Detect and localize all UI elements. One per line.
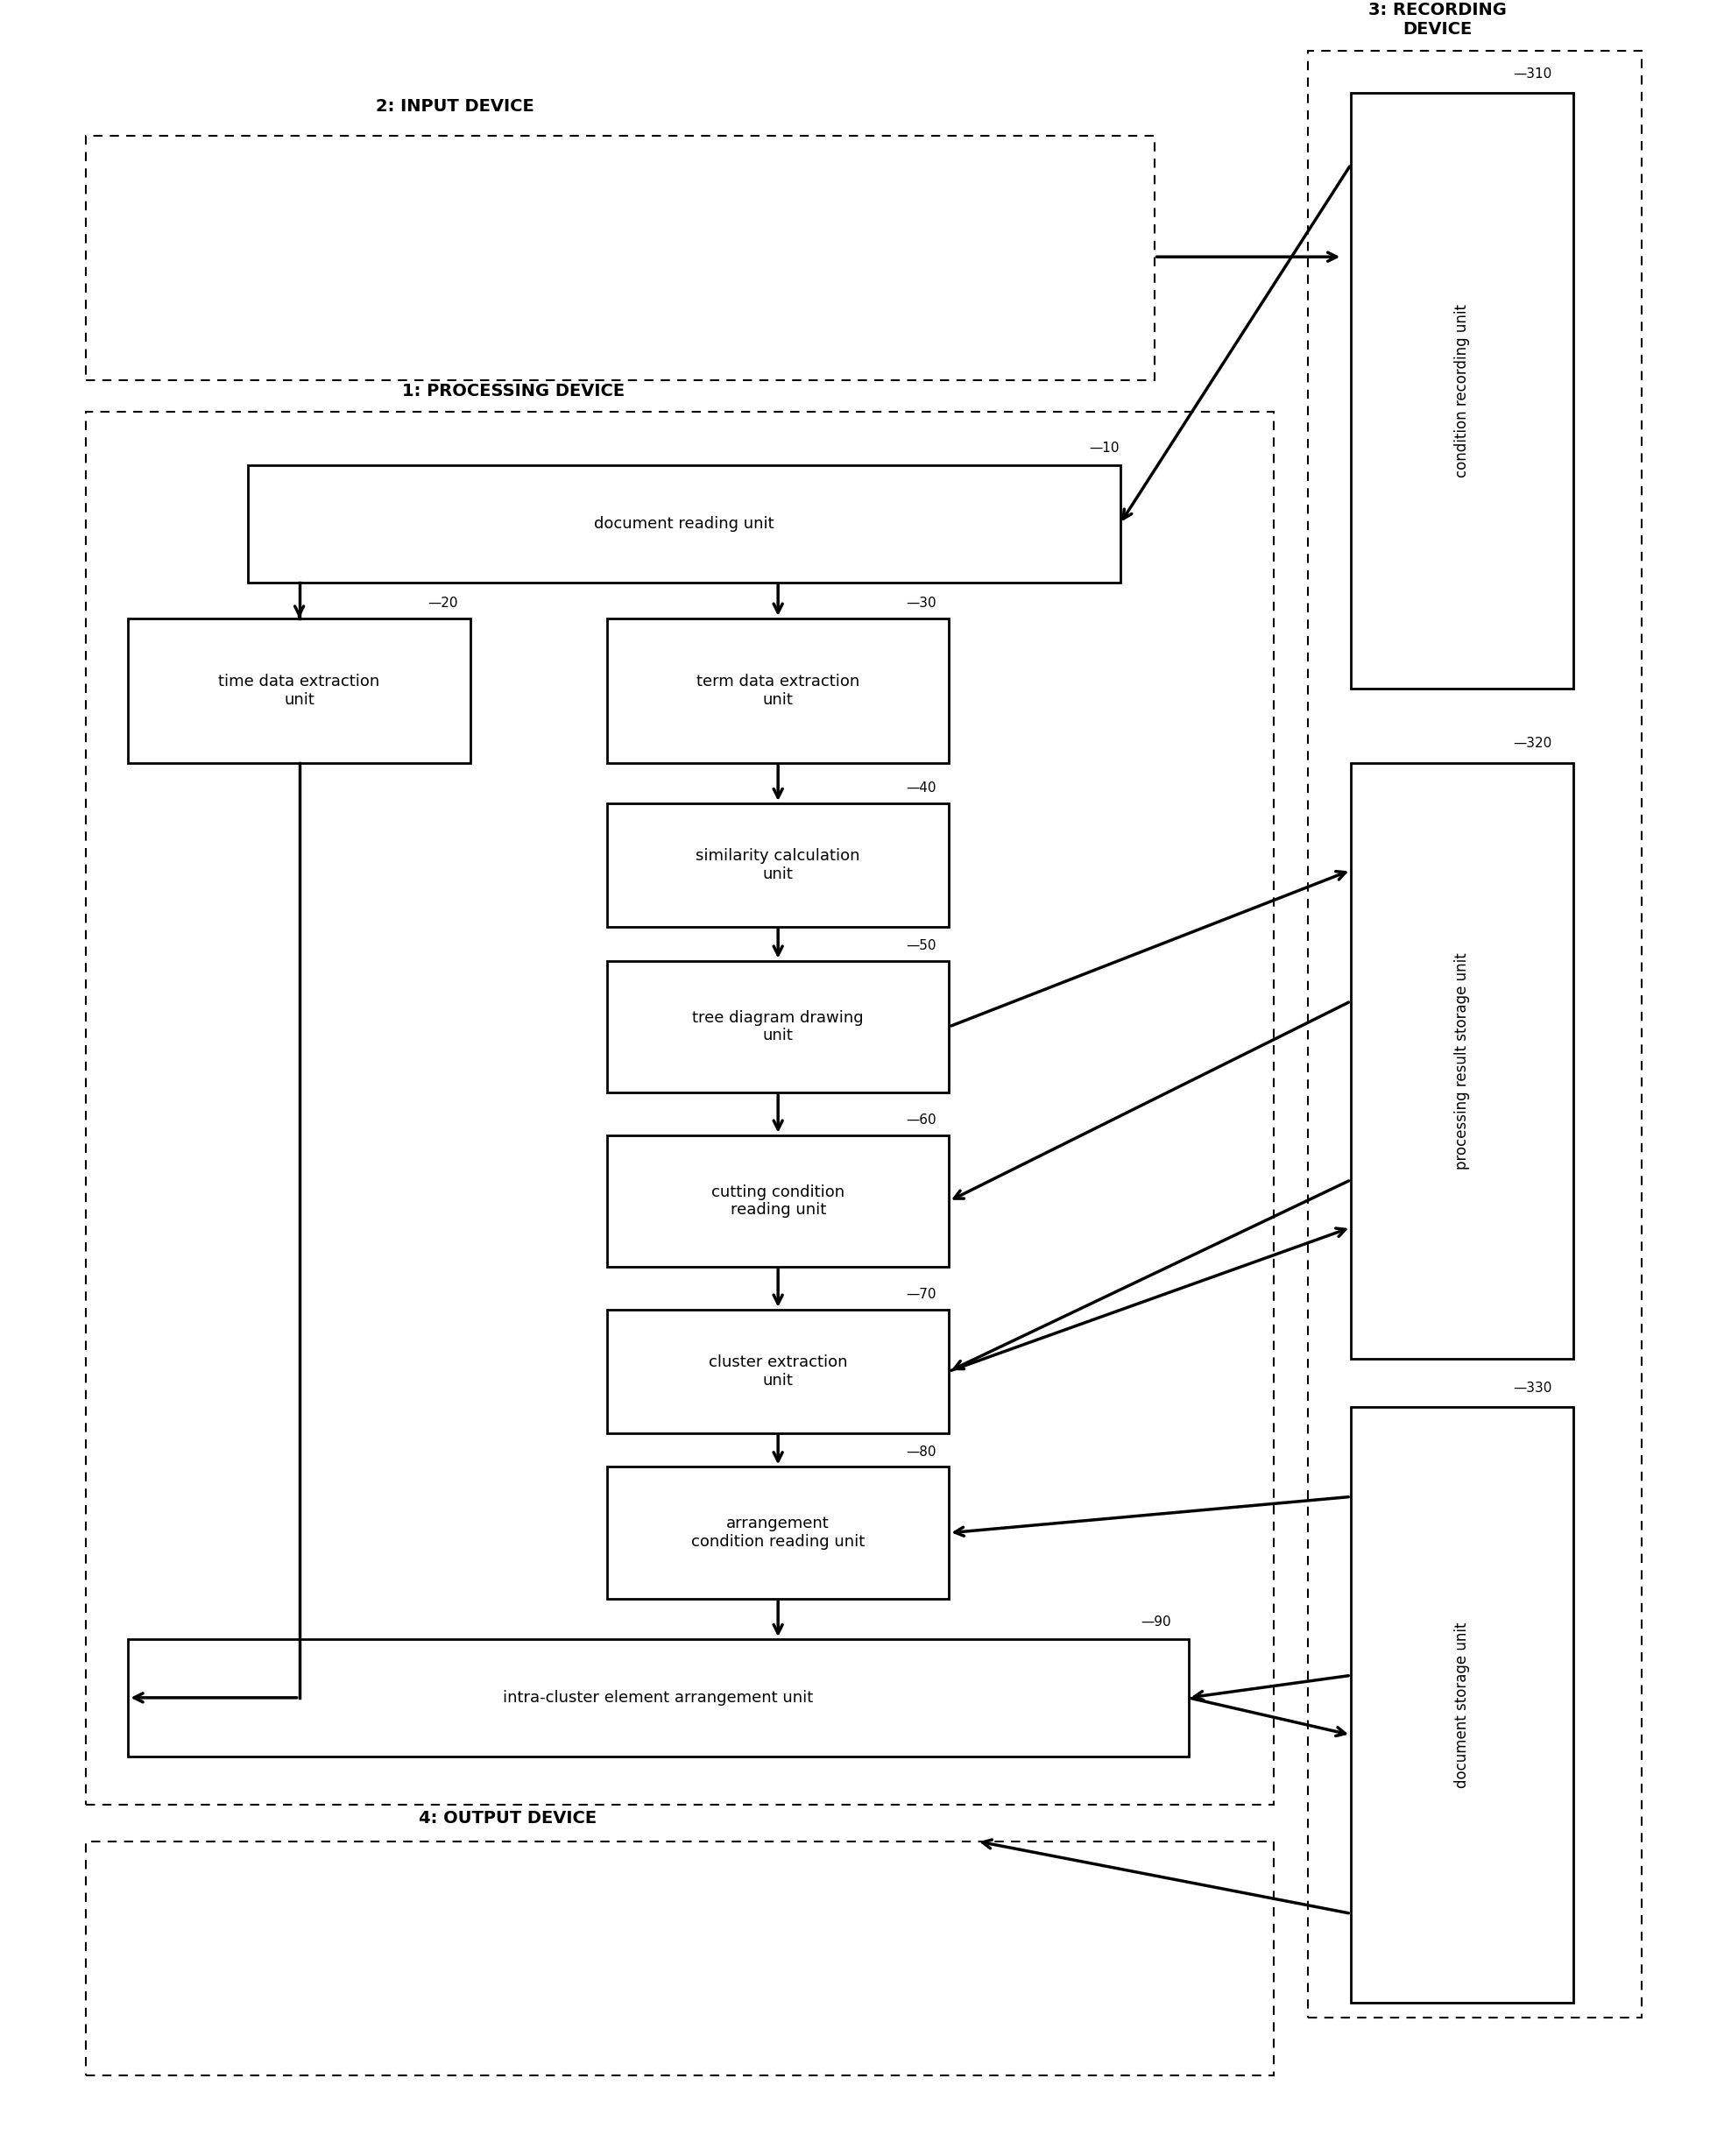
Bar [607,1136,949,1268]
Bar [1351,1408,1573,2003]
Text: time data extraction
unit: time data extraction unit [219,673,380,707]
Text: document storage unit: document storage unit [1454,1621,1471,1787]
Text: —320: —320 [1513,737,1553,750]
Text: 4: OUTPUT DEVICE: 4: OUTPUT DEVICE [419,1809,597,1826]
Text: —30: —30 [906,597,937,610]
Text: —90: —90 [1141,1615,1171,1628]
Bar [86,412,1274,1805]
Bar [607,804,949,927]
Text: intra-cluster element arrangement unit: intra-cluster element arrangement unit [503,1690,814,1705]
Bar [128,619,470,763]
Text: document reading unit: document reading unit [593,515,775,533]
Text: condition recording unit: condition recording unit [1454,304,1471,476]
Text: cutting condition
reading unit: cutting condition reading unit [711,1184,845,1218]
Text: term data extraction
unit: term data extraction unit [696,673,860,707]
Bar [1308,50,1642,2018]
Bar [1351,763,1573,1358]
Bar [607,962,949,1093]
Text: 1: PROCESSING DEVICE: 1: PROCESSING DEVICE [402,382,624,399]
Text: —50: —50 [906,940,937,953]
Text: 3: RECORDING
DEVICE: 3: RECORDING DEVICE [1368,2,1507,39]
Bar [248,466,1120,582]
Text: similarity calculation
unit: similarity calculation unit [696,847,860,882]
Text: —310: —310 [1513,67,1553,80]
Bar [86,136,1154,379]
Text: —20: —20 [428,597,458,610]
Text: —60: —60 [906,1112,937,1128]
Text: arrangement
condition reading unit: arrangement condition reading unit [691,1516,865,1550]
Text: —40: —40 [906,783,937,796]
Bar [607,1466,949,1600]
Text: tree diagram drawing
unit: tree diagram drawing unit [693,1009,864,1044]
Text: 2: INPUT DEVICE: 2: INPUT DEVICE [376,97,535,114]
Text: processing result storage unit: processing result storage unit [1454,953,1471,1169]
Text: —330: —330 [1513,1382,1553,1395]
Bar [86,1841,1274,2076]
Text: —80: —80 [906,1445,937,1457]
Text: —10: —10 [1089,442,1120,455]
Bar [1351,93,1573,688]
Text: —70: —70 [906,1287,937,1300]
Bar [607,619,949,763]
Text: cluster extraction
unit: cluster extraction unit [708,1354,848,1388]
Bar [128,1639,1188,1757]
Bar [607,1309,949,1434]
